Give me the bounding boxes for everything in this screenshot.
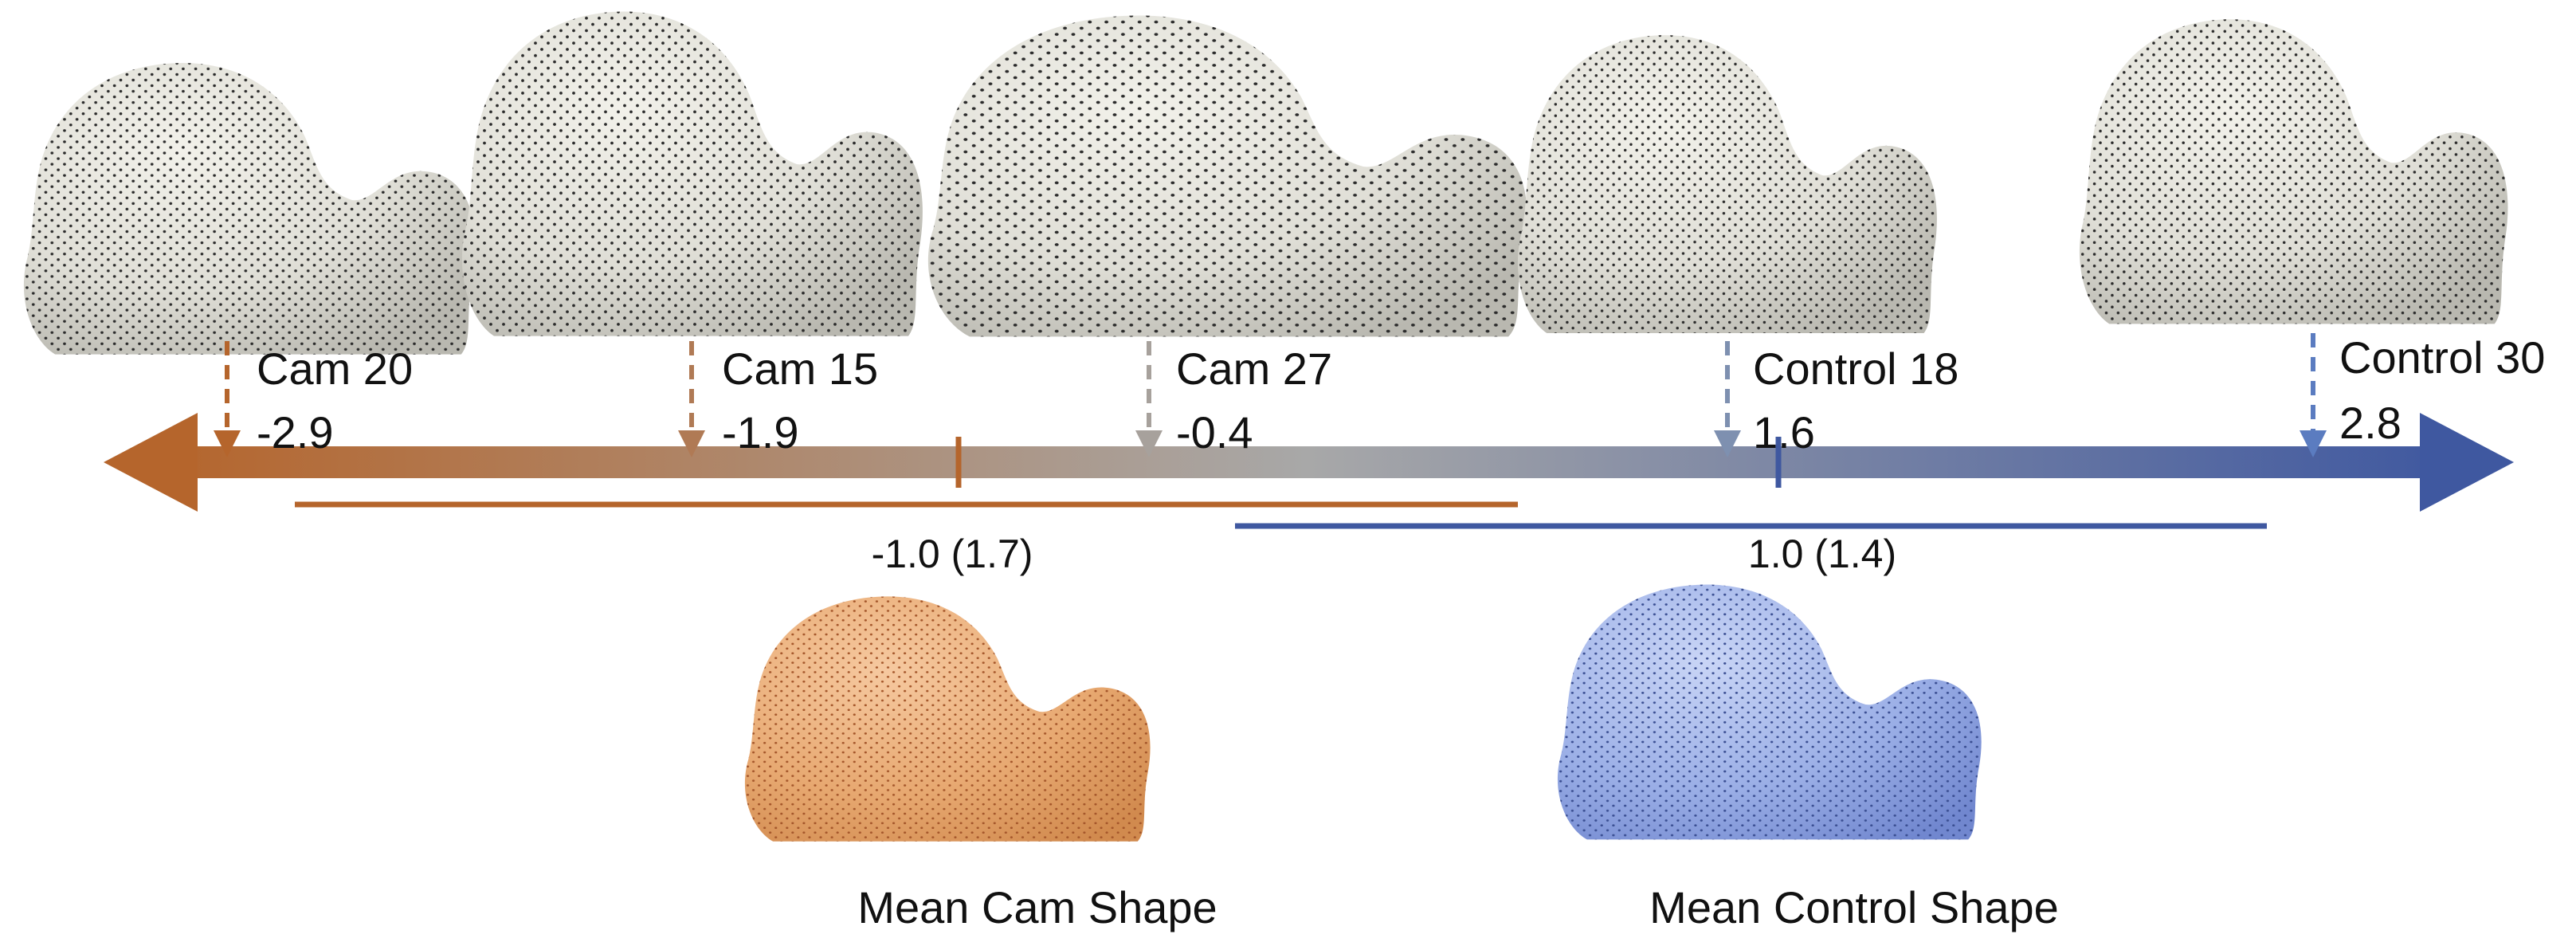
- specimen-name-control-30: Control 30: [2339, 332, 2545, 383]
- specimen-marker-cam-27: Cam 27 -0.4: [1135, 341, 1332, 457]
- mean-cam-shape-label: Mean Cam Shape: [857, 882, 1217, 932]
- specimen-value-cam-15: -1.9: [722, 407, 799, 457]
- specimen-value-cam-20: -2.9: [257, 407, 334, 457]
- mean-control-shape: [1557, 584, 1982, 840]
- cam-group-range: -1.0 (1.7): [295, 437, 1518, 576]
- specimen-name-cam-27: Cam 27: [1176, 343, 1332, 394]
- axis-arrow-right: [2420, 413, 2514, 512]
- mean-control-shape-label: Mean Control Shape: [1649, 882, 2059, 932]
- specimen-value-control-18: 1.6: [1753, 407, 1815, 457]
- specimen-name-cam-20: Cam 20: [257, 343, 413, 394]
- axis-arrow-left: [104, 413, 198, 512]
- specimen-bone-control-18: [1517, 35, 1937, 334]
- specimen-name-control-18: Control 18: [1753, 343, 1958, 394]
- axis: [104, 413, 2514, 512]
- specimen-name-cam-15: Cam 15: [722, 343, 878, 394]
- specimen-bone-cam-27: [927, 15, 1527, 337]
- specimen-marker-control-18: Control 18 1.6: [1714, 341, 1958, 457]
- specimen-value-cam-27: -0.4: [1176, 407, 1253, 457]
- specimen-bone-control-30: [2079, 19, 2508, 324]
- control-mean-sd-label: 1.0 (1.4): [1748, 532, 1896, 576]
- mean-cam-shape: [744, 596, 1151, 842]
- cam-mean-sd-label: -1.0 (1.7): [872, 532, 1033, 576]
- specimen-marker-cam-20: Cam 20 -2.9: [214, 341, 413, 457]
- specimen-bone-cam-15: [461, 11, 923, 336]
- specimen-marker-cam-15: Cam 15 -1.9: [678, 341, 878, 457]
- control-group-range: 1.0 (1.4): [1235, 437, 2267, 576]
- specimen-value-control-30: 2.8: [2339, 398, 2402, 448]
- specimen-marker-control-30: Control 30 2.8: [2300, 332, 2545, 457]
- specimen-bone-cam-20: [23, 63, 476, 355]
- axis-bar: [159, 446, 2454, 478]
